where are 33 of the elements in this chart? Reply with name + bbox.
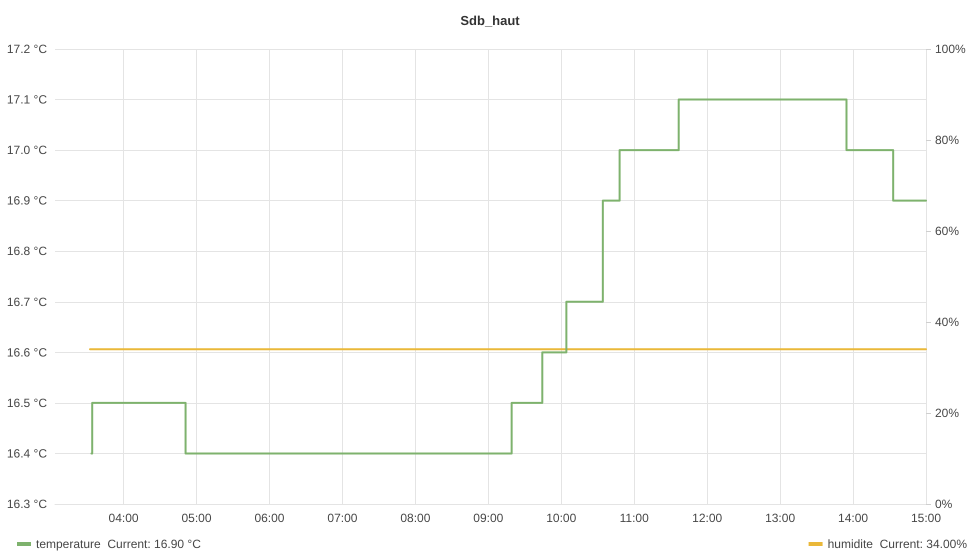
x-tick-label: 04:00 [108,511,139,525]
x-tick-label: 15:00 [910,511,942,525]
x-tick-label: 05:00 [182,511,212,525]
y-tick-label: 17.1 °C [6,92,48,107]
x-tick-label: 14:00 [838,511,868,525]
y2-tick-label: 80% [935,133,960,147]
y2-tick-label: 60% [935,224,960,238]
y2-tick-label: 100% [935,42,966,56]
chart-title: Sdb_haut [460,13,520,28]
x-tick-label: 09:00 [473,511,504,525]
y-tick-label: 16.8 °C [6,244,48,258]
text: Current: 16.90 °C [107,537,202,551]
x-tick-label: 10:00 [546,511,577,525]
legend-label: humidite [828,537,874,551]
y-tick-label: 16.3 °C [6,497,48,511]
y-tick-label: 16.4 °C [6,446,48,460]
x-tick-label: 12:00 [692,511,722,525]
y-tick-label: 16.7 °C [6,294,48,309]
x-tick-label: 08:00 [400,511,431,525]
y2-tick-label: 20% [935,406,960,420]
y-tick-label: 16.9 °C [6,194,48,208]
y-tick-label: 17.2 °C [6,42,48,56]
y-tick-label: 17.0 °C [6,143,48,158]
x-tick-label: 11:00 [620,511,650,525]
x-tick-label: 06:00 [254,511,285,525]
y2-tick-label: 0% [935,497,953,511]
text: Current: 34.00% [880,537,968,551]
y2-tick-label: 40% [935,315,960,329]
legend-label: temperature [36,537,102,551]
y-tick-label: 16.6 °C [6,345,48,360]
x-tick-label: 13:00 [765,511,796,525]
y-tick-label: 16.5 °C [6,396,48,410]
x-tick-label: 07:00 [327,511,358,525]
